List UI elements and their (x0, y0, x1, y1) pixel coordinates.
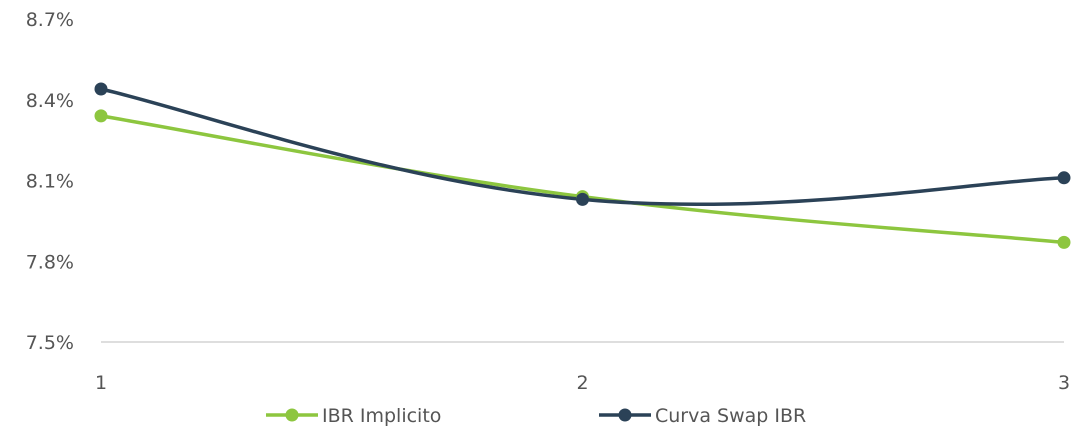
data-point (576, 192, 589, 206)
series-points (94, 82, 1071, 249)
data-point (94, 109, 108, 123)
data-point (94, 82, 108, 96)
x-axis-ticks: 1 2 3 (95, 372, 1070, 394)
series-line (99, 87, 1066, 207)
x-tick-label: 2 (576, 372, 588, 394)
x-tick-label: 3 (1058, 372, 1070, 394)
series-line (99, 114, 1066, 245)
legend-label: Curva Swap IBR (655, 405, 806, 427)
x-tick-label: 1 (95, 372, 107, 394)
legend-marker (618, 408, 632, 422)
legend-marker (285, 408, 299, 422)
legend: IBR Implicito Curva Swap IBR (266, 405, 806, 427)
legend-label: IBR Implicito (322, 405, 441, 427)
data-point (1057, 171, 1071, 185)
y-tick-label: 8.1% (26, 171, 74, 193)
data-point (1057, 235, 1071, 249)
series-lines (99, 87, 1066, 245)
y-axis-ticks: 7.5% 7.8% 8.1% 8.4% 8.7% (26, 9, 74, 354)
y-tick-label: 8.7% (26, 9, 74, 31)
y-tick-label: 7.8% (26, 251, 74, 273)
y-tick-label: 7.5% (26, 332, 74, 354)
y-tick-label: 8.4% (26, 90, 74, 112)
